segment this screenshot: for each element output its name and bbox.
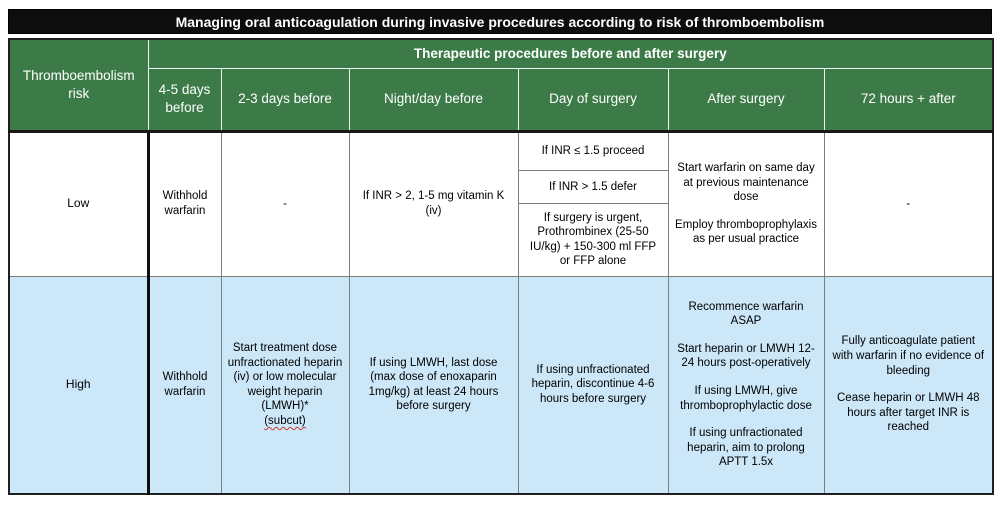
cell-high-72-hours-after: Fully anticoagulate patient with warfari… — [823, 275, 995, 495]
column-header-day-of-surgery: Day of surgery — [517, 67, 669, 133]
cell-low-2-3-days-before: - — [220, 130, 350, 277]
cell-high-4-5-days-before: Withhold warfarin — [147, 275, 222, 495]
subcell-urgent-surgery: If surgery is urgent, Prothrombinex (25-… — [529, 211, 657, 268]
cell-high-night-day-before: If using LMWH, last dose (max dose of en… — [348, 275, 519, 495]
paragraph-employ-thromboprophylaxis: Employ thromboprophylaxis as per usual p… — [675, 218, 817, 246]
subcell-inr-proceed: If INR ≤ 1.5 proceed — [518, 133, 668, 172]
cell-low-day-of-surgery: If INR ≤ 1.5 proceed If INR > 1.5 defer … — [517, 130, 669, 277]
table-title: Managing oral anticoagulation during inv… — [8, 9, 992, 34]
risk-label-high: High — [8, 275, 150, 495]
column-header-72-hours-after: 72 hours + after — [823, 67, 995, 133]
column-header-night-day-before: Night/day before — [348, 67, 519, 133]
column-header-4-5-days-before: 4-5 days before — [147, 67, 222, 133]
column-header-after-surgery: After surgery — [667, 67, 825, 133]
cell-low-4-5-days-before: Withhold warfarin — [147, 130, 222, 277]
column-header-thromboembolism-risk: Thromboembolism risk — [8, 38, 149, 133]
column-header-2-3-days-before: 2-3 days before — [220, 67, 350, 133]
cell-low-72-hours-after: - — [823, 130, 995, 277]
cell-low-night-day-before: If INR > 2, 1-5 mg vitamin K (iv) — [348, 130, 519, 277]
anticoagulation-table-container: Managing oral anticoagulation during inv… — [8, 9, 995, 495]
paragraph-recommence-warfarin: Recommence warfarin ASAP — [688, 300, 804, 328]
table-row-low-risk: Low Withhold warfarin - If INR > 2, 1-5 … — [8, 130, 995, 277]
paragraph-start-warfarin: Start warfarin on same day at previous m… — [677, 162, 815, 204]
paragraph-lmwh-dose: If using LMWH, give thromboprophylactic … — [680, 384, 812, 412]
day-of-surgery-substack: If INR ≤ 1.5 proceed If INR > 1.5 defer … — [518, 133, 668, 276]
cell-high-day-of-surgery: If using unfractionated heparin, discont… — [517, 275, 669, 495]
header-therapeutic-procedures: Therapeutic procedures before and after … — [147, 38, 995, 69]
anticoagulation-table: Thromboembolism risk Therapeutic procedu… — [8, 38, 995, 495]
header-row-span: Thromboembolism risk Therapeutic procedu… — [8, 38, 995, 133]
risk-label-low: Low — [8, 130, 150, 277]
cell-high-2-3-days-before: Start treatment dose unfractionated hepa… — [220, 275, 350, 495]
header-row-columns: 4-5 days before 2-3 days before Night/da… — [9, 67, 995, 133]
paragraph-start-heparin: Start heparin or LMWH 12-24 hours post-o… — [677, 342, 815, 370]
subcell-inr-defer: If INR > 1.5 defer — [518, 171, 668, 204]
paragraph-aptt-prolong: If using unfractionated heparin, aim to … — [687, 427, 805, 469]
table-row-high-risk: High Withhold warfarin Start treatment d… — [8, 275, 995, 495]
heparin-treatment-text: Start treatment dose unfractionated hepa… — [227, 341, 343, 413]
subcut-misspelled-text: (subcut) — [264, 414, 306, 427]
cell-high-after-surgery: Recommence warfarin ASAP Start heparin o… — [667, 275, 825, 495]
paragraph-cease-heparin: Cease heparin or LMWH 48 hours after tar… — [837, 392, 980, 434]
cell-low-after-surgery: Start warfarin on same day at previous m… — [667, 130, 825, 277]
paragraph-fully-anticoagulate: Fully anticoagulate patient with warfari… — [832, 335, 985, 377]
